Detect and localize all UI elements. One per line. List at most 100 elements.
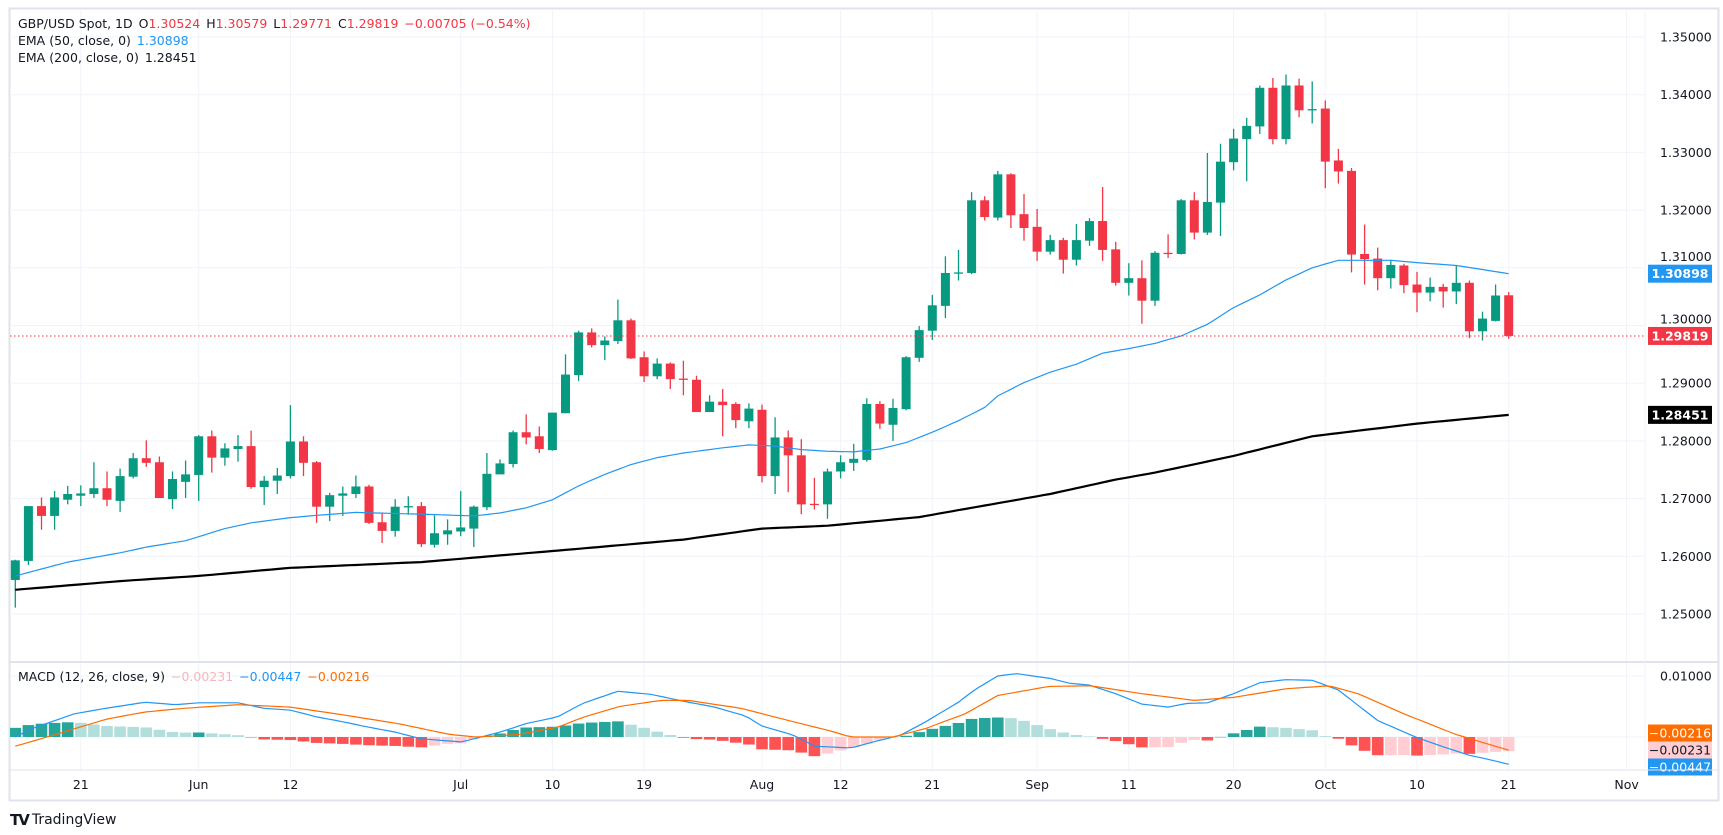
candle[interactable]: [1360, 224, 1370, 285]
candle[interactable]: [1425, 277, 1435, 302]
candle[interactable]: [1032, 208, 1042, 261]
candle[interactable]: [940, 256, 950, 318]
candle[interactable]: [914, 326, 924, 362]
candle[interactable]: [430, 515, 439, 548]
candle[interactable]: [1045, 234, 1055, 255]
candle[interactable]: [718, 388, 728, 437]
candle[interactable]: [757, 404, 767, 483]
candle[interactable]: [1451, 265, 1461, 305]
candle[interactable]: [299, 436, 308, 477]
candle[interactable]: [875, 401, 885, 429]
candle[interactable]: [246, 430, 256, 489]
symbol-title[interactable]: GBP/USD Spot, 1D: [18, 16, 133, 31]
candle[interactable]: [547, 412, 557, 451]
candle[interactable]: [534, 426, 544, 454]
candle[interactable]: [456, 491, 466, 537]
candle[interactable]: [102, 471, 112, 507]
candle[interactable]: [862, 398, 872, 462]
candle[interactable]: [1307, 81, 1317, 124]
candle[interactable]: [390, 499, 400, 537]
candle[interactable]: [1320, 100, 1330, 189]
candle[interactable]: [168, 471, 177, 509]
candle[interactable]: [954, 249, 963, 281]
candle[interactable]: [325, 492, 335, 522]
candle[interactable]: [128, 453, 138, 479]
candle[interactable]: [993, 170, 1003, 221]
candle[interactable]: [194, 435, 204, 501]
candle[interactable]: [141, 440, 151, 467]
candle[interactable]: [351, 475, 361, 499]
candle[interactable]: [338, 486, 348, 516]
candle[interactable]: [443, 519, 453, 545]
candle[interactable]: [901, 356, 911, 411]
candle[interactable]: [285, 405, 295, 479]
candle[interactable]: [482, 453, 492, 511]
candle[interactable]: [639, 351, 649, 383]
candle[interactable]: [744, 403, 754, 429]
candle[interactable]: [849, 443, 859, 471]
candle[interactable]: [1058, 237, 1068, 274]
candle[interactable]: [600, 336, 610, 361]
candle[interactable]: [23, 506, 33, 565]
candle[interactable]: [154, 456, 164, 499]
candle[interactable]: [692, 375, 701, 413]
candle[interactable]: [705, 395, 715, 413]
candle[interactable]: [1347, 167, 1356, 273]
candle[interactable]: [809, 477, 819, 510]
candle[interactable]: [1098, 187, 1108, 261]
candle[interactable]: [1202, 152, 1212, 235]
candle[interactable]: [796, 439, 806, 515]
candle[interactable]: [1176, 199, 1186, 255]
candle[interactable]: [469, 505, 479, 548]
candle[interactable]: [377, 512, 387, 544]
candle[interactable]: [1373, 247, 1383, 291]
ema50-legend[interactable]: EMA (50, close, 0) 1.30898: [18, 33, 195, 48]
candle[interactable]: [181, 460, 191, 499]
time-axis[interactable]: 21 Jun 12 Jul 10 19 Aug 12 21 Sep 11 20 Oct 10 21 Nov: [73, 777, 1640, 792]
candle[interactable]: [678, 360, 688, 396]
candle[interactable]: [613, 299, 623, 344]
candle[interactable]: [521, 414, 531, 445]
candle[interactable]: [37, 497, 46, 530]
candle[interactable]: [770, 417, 780, 494]
candle[interactable]: [495, 459, 505, 475]
candle[interactable]: [1111, 241, 1121, 286]
candle[interactable]: [587, 328, 597, 348]
tradingview-logo[interactable]: 𝗧𝗩 TradingView: [10, 811, 116, 829]
candle[interactable]: [508, 430, 518, 468]
candle[interactable]: [1085, 218, 1094, 246]
candle[interactable]: [1399, 263, 1409, 294]
ema200-legend[interactable]: EMA (200, close, 0) 1.28451: [18, 50, 203, 65]
candle[interactable]: [312, 461, 322, 523]
candle[interactable]: [888, 398, 898, 441]
candle[interactable]: [63, 485, 73, 505]
candle[interactable]: [76, 485, 86, 507]
candle[interactable]: [220, 443, 230, 466]
candle[interactable]: [233, 435, 243, 462]
candle[interactable]: [1491, 284, 1501, 322]
candle[interactable]: [823, 468, 832, 519]
candle[interactable]: [115, 468, 125, 512]
candle[interactable]: [574, 330, 584, 381]
candle[interactable]: [1386, 259, 1396, 289]
candle[interactable]: [652, 358, 662, 380]
candle[interactable]: [1333, 148, 1343, 184]
candle[interactable]: [927, 294, 937, 340]
candle[interactable]: [1006, 173, 1016, 228]
candle[interactable]: [731, 402, 741, 429]
candle[interactable]: [403, 496, 413, 515]
candle[interactable]: [665, 362, 675, 389]
candle[interactable]: [1464, 280, 1474, 339]
candle[interactable]: [1163, 234, 1173, 258]
candle[interactable]: [1294, 78, 1304, 118]
candle[interactable]: [1242, 117, 1252, 182]
candle[interactable]: [1019, 193, 1029, 241]
candle[interactable]: [1124, 263, 1134, 296]
candle[interactable]: [259, 476, 269, 505]
macd-legend[interactable]: MACD (12, 26, close, 9) −0.00231 −0.00447−…: [18, 669, 376, 684]
candle[interactable]: [1281, 74, 1291, 145]
candle[interactable]: [836, 455, 846, 479]
candle[interactable]: [1150, 251, 1160, 306]
candle[interactable]: [626, 318, 636, 359]
